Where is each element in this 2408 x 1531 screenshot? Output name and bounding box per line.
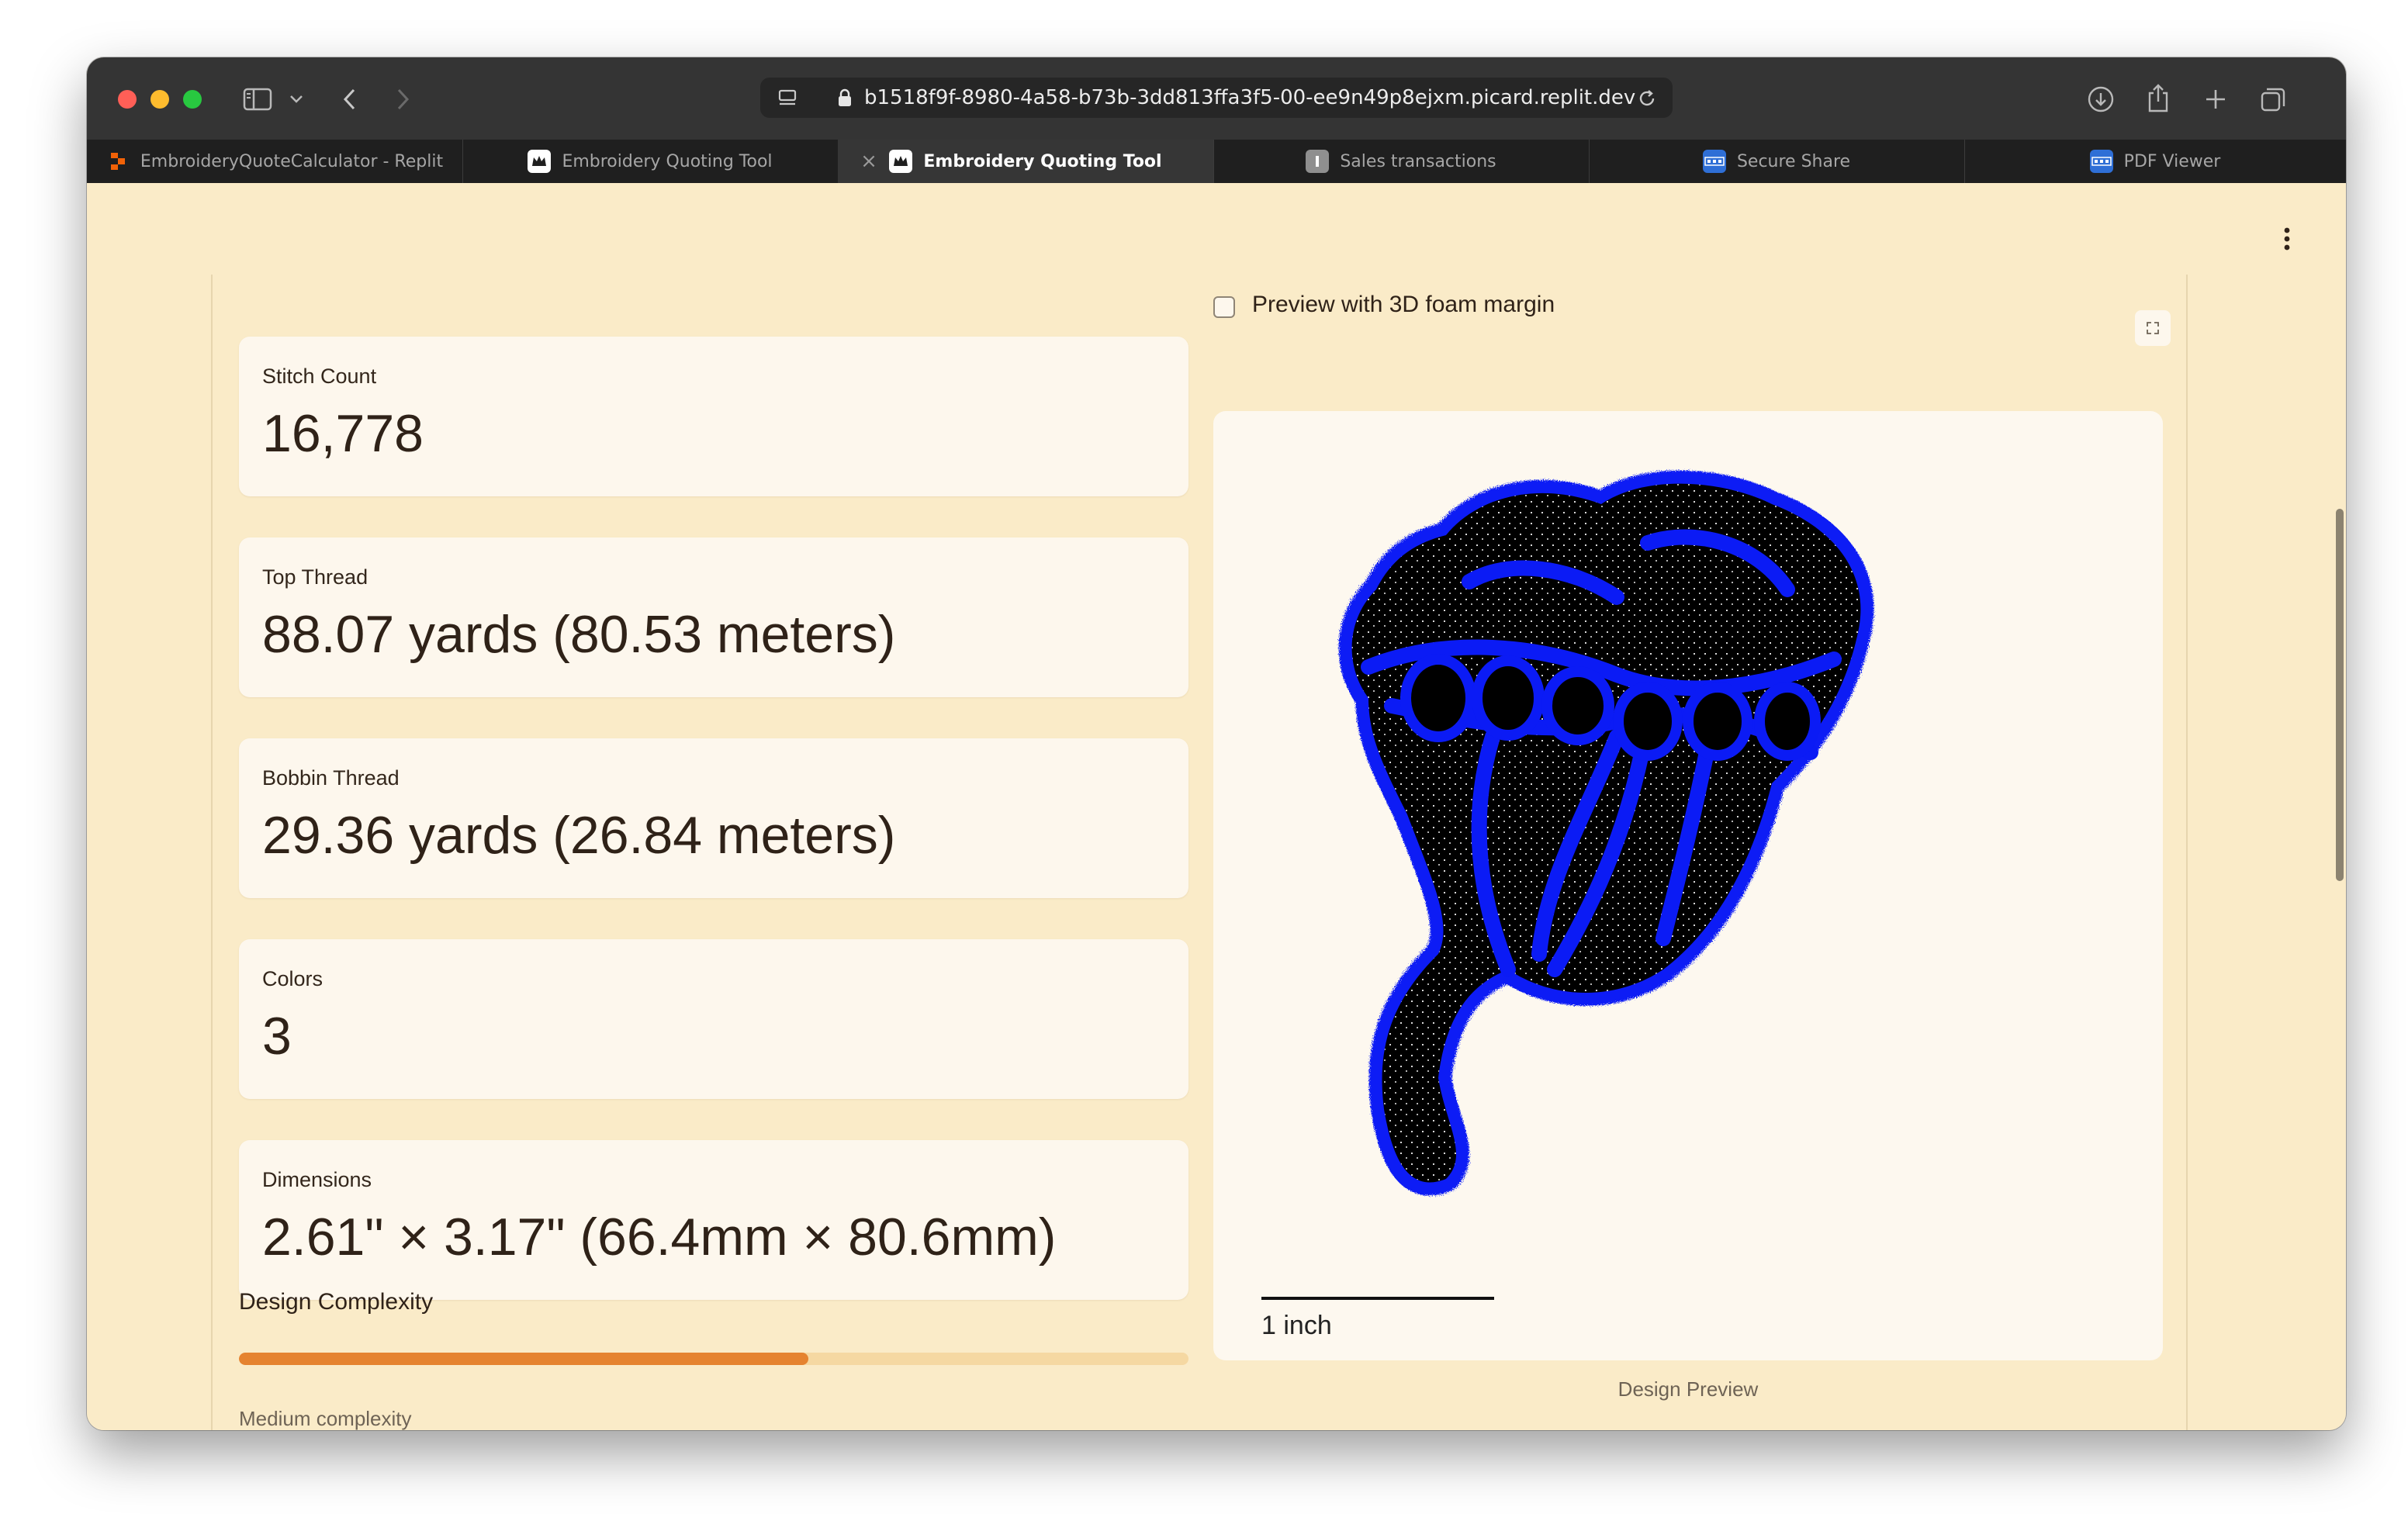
complexity-progress-bar — [239, 1353, 1188, 1365]
scale-bar-label: 1 inch — [1261, 1311, 1332, 1340]
metric-card-colors: Colors 3 — [239, 939, 1188, 1099]
metric-label: Stitch Count — [262, 365, 377, 388]
metric-label: Bobbin Thread — [262, 766, 400, 790]
foam-margin-checkbox-label[interactable]: Preview with 3D foam margin — [1252, 292, 1555, 317]
tab-label: PDF Viewer — [2123, 151, 2221, 171]
page-menu-icon[interactable] — [776, 87, 801, 109]
design-preview-image: 1 inch — [1213, 411, 2163, 1360]
metric-label: Dimensions — [262, 1168, 372, 1191]
tab-overview-icon[interactable] — [2258, 84, 2289, 115]
foam-margin-checkbox[interactable] — [1213, 296, 1235, 318]
container-border-right — [2186, 275, 2188, 1430]
tab-label: Sales transactions — [1340, 151, 1496, 171]
embroidery-design-graphic: 1 inch — [1261, 470, 1874, 1340]
metric-value: 29.36 yards (26.84 meters) — [262, 806, 896, 865]
back-arrow-icon[interactable] — [337, 84, 362, 115]
replit-icon — [106, 150, 130, 173]
tab-label: Embroidery Quoting Tool — [562, 151, 773, 171]
tab-sales-transactions[interactable]: Sales transactions — [1213, 140, 1590, 183]
sidebar-toggle-icon[interactable] — [240, 85, 275, 113]
design-preview-caption: Design Preview — [1617, 1377, 1759, 1401]
tab-label: Secure Share — [1736, 151, 1851, 171]
metric-value: 16,778 — [262, 404, 424, 463]
metric-card-bobbin-thread: Bobbin Thread 29.36 yards (26.84 meters) — [239, 738, 1188, 898]
browser-toolbar: b1518f9f-8980-4a58-b73b-3dd813ffa3f5-00-… — [87, 57, 2346, 140]
reload-icon[interactable] — [1635, 87, 1659, 110]
close-window-button[interactable] — [118, 90, 137, 109]
metric-card-top-thread: Top Thread 88.07 yards (80.53 meters) — [239, 537, 1188, 697]
metric-card-dimensions: Dimensions 2.61" × 3.17" (66.4mm × 80.6m… — [239, 1140, 1188, 1300]
minimize-window-button[interactable] — [150, 90, 169, 109]
metric-value: 3 — [262, 1007, 292, 1066]
forward-arrow-icon[interactable] — [391, 84, 416, 115]
new-tab-icon[interactable] — [2200, 84, 2231, 115]
more-options-icon[interactable] — [2282, 226, 2292, 254]
metric-value: 88.07 yards (80.53 meters) — [262, 605, 896, 664]
container-border-left — [211, 275, 213, 1430]
lock-icon — [835, 87, 855, 109]
expand-icon — [2147, 322, 2159, 334]
tab-pdf-viewer[interactable]: PDF Viewer — [1964, 140, 2346, 183]
rose-embroidery-design — [1338, 470, 1874, 1196]
metric-label: Top Thread — [262, 565, 368, 589]
tab-bar: EmbroideryQuoteCalculator - Replit Embro… — [87, 140, 2346, 183]
app-crown-icon — [889, 150, 913, 173]
chevron-down-icon[interactable] — [285, 88, 307, 110]
fullscreen-button[interactable] — [2135, 310, 2171, 346]
document-icon — [1306, 150, 1330, 173]
complexity-caption: Medium complexity — [239, 1407, 412, 1430]
close-tab-icon[interactable]: × — [860, 150, 877, 173]
zoom-window-button[interactable] — [183, 90, 202, 109]
download-icon[interactable] — [2085, 84, 2116, 115]
design-complexity-title: Design Complexity — [239, 1289, 434, 1315]
page-scrollbar[interactable] — [2334, 183, 2346, 1430]
tab-embroidery-quoting-tool-active[interactable]: × Embroidery Quoting Tool — [838, 140, 1214, 183]
dsm-icon — [1702, 150, 1726, 173]
tab-label: Embroidery Quoting Tool — [923, 151, 1162, 171]
tab-embroidery-quoting-tool[interactable]: Embroidery Quoting Tool — [462, 140, 839, 183]
page-content: Stitch Count 16,778 Top Thread 88.07 yar… — [87, 183, 2346, 1430]
metric-label: Colors — [262, 967, 323, 990]
url-text: b1518f9f-8980-4a58-b73b-3dd813ffa3f5-00-… — [864, 86, 1636, 109]
scrollbar-thumb[interactable] — [2336, 509, 2344, 881]
share-icon[interactable] — [2143, 81, 2174, 115]
tab-replit[interactable]: EmbroideryQuoteCalculator - Replit — [87, 140, 463, 183]
browser-window: b1518f9f-8980-4a58-b73b-3dd813ffa3f5-00-… — [87, 57, 2346, 1430]
complexity-progress-fill — [239, 1353, 809, 1365]
metric-value: 2.61" × 3.17" (66.4mm × 80.6mm) — [262, 1208, 1057, 1267]
tab-label: EmbroideryQuoteCalculator - Replit — [140, 151, 444, 171]
app-crown-icon — [528, 150, 552, 173]
address-bar[interactable]: b1518f9f-8980-4a58-b73b-3dd813ffa3f5-00-… — [760, 78, 1673, 118]
metric-card-stitch-count: Stitch Count 16,778 — [239, 337, 1188, 496]
tab-secure-share[interactable]: Secure Share — [1589, 140, 1965, 183]
dsm-icon — [2089, 150, 2113, 173]
